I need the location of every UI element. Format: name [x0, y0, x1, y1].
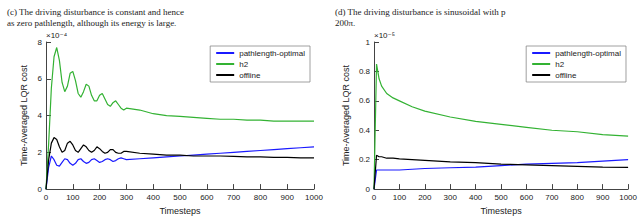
svg-text:800: 800 — [571, 193, 585, 202]
svg-text:0: 0 — [44, 193, 49, 202]
svg-text:offline: offline — [555, 71, 577, 80]
svg-text:0.2: 0.2 — [359, 155, 371, 164]
svg-text:200: 200 — [418, 193, 432, 202]
svg-text:0.4: 0.4 — [359, 126, 371, 135]
svg-text:×10⁻⁴: ×10⁻⁴ — [46, 31, 68, 40]
svg-text:h2: h2 — [239, 60, 248, 69]
svg-text:2: 2 — [38, 148, 43, 157]
svg-text:pathlength-optimal: pathlength-optimal — [555, 49, 621, 58]
svg-text:0: 0 — [372, 193, 377, 202]
svg-text:500: 500 — [494, 193, 508, 202]
svg-text:offline: offline — [239, 71, 261, 80]
svg-text:600: 600 — [520, 193, 534, 202]
svg-text:900: 900 — [596, 193, 610, 202]
svg-text:400: 400 — [469, 193, 483, 202]
svg-text:100: 100 — [393, 193, 407, 202]
svg-text:×10⁻⁵: ×10⁻⁵ — [374, 31, 395, 40]
svg-text:200π.: 200π. — [335, 18, 355, 28]
svg-text:0: 0 — [38, 185, 43, 194]
svg-text:1000: 1000 — [305, 193, 323, 202]
svg-text:1000: 1000 — [619, 193, 637, 202]
svg-text:as zero pathlength, although i: as zero pathlength, although its energy … — [7, 18, 176, 28]
svg-text:4: 4 — [38, 111, 43, 120]
svg-text:0: 0 — [366, 185, 371, 194]
svg-text:700: 700 — [545, 193, 559, 202]
svg-text:1: 1 — [366, 38, 371, 47]
svg-text:900: 900 — [281, 193, 295, 202]
svg-text:(d) The driving disturbance is: (d) The driving disturbance is sinusoida… — [335, 7, 506, 17]
svg-text:Time-Averaged LQR cost: Time-Averaged LQR cost — [19, 65, 29, 167]
svg-text:Time-Averaged LQR cost: Time-Averaged LQR cost — [341, 65, 351, 167]
svg-text:400: 400 — [147, 193, 161, 202]
svg-text:0.8: 0.8 — [359, 67, 371, 76]
svg-text:(c) The driving disturbance is: (c) The driving disturbance is constant … — [7, 7, 184, 17]
svg-text:700: 700 — [227, 193, 241, 202]
svg-text:300: 300 — [444, 193, 458, 202]
svg-text:Timesteps: Timesteps — [159, 206, 201, 216]
svg-text:pathlength-optimal: pathlength-optimal — [239, 49, 305, 58]
svg-text:300: 300 — [120, 193, 134, 202]
svg-text:0.6: 0.6 — [359, 96, 371, 105]
svg-text:100: 100 — [66, 193, 80, 202]
svg-text:6: 6 — [38, 74, 43, 83]
svg-text:8: 8 — [38, 38, 43, 47]
svg-text:800: 800 — [254, 193, 268, 202]
svg-text:500: 500 — [173, 193, 187, 202]
svg-text:600: 600 — [200, 193, 214, 202]
svg-text:Timesteps: Timesteps — [480, 206, 522, 216]
svg-text:h2: h2 — [555, 60, 564, 69]
svg-text:200: 200 — [93, 193, 107, 202]
